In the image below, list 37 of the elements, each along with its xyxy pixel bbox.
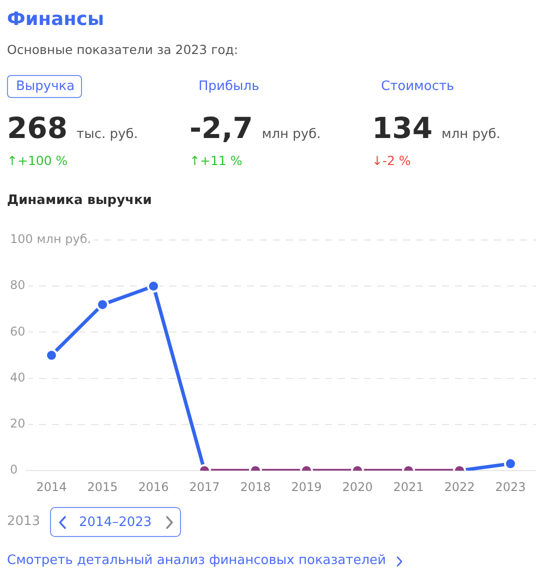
y-tick-label: 0 — [10, 462, 18, 477]
text: Смотреть детальный анализ финансовых показателей — [7, 552, 386, 570]
x-tick-label: 2022 — [444, 480, 475, 494]
y-tick-label: 100 млн руб. — [10, 232, 92, 246]
text: тыс. руб. — [76, 127, 138, 142]
text: ↑+100 % — [7, 152, 68, 170]
text: -2,7 — [190, 110, 253, 146]
x-tick-label: 2023 — [495, 480, 526, 494]
x-tick-label: 2016 — [138, 480, 169, 494]
text: Финансы — [7, 8, 104, 32]
x-tick-label: 2014 — [36, 480, 67, 494]
point — [96, 298, 109, 312]
text: Прибыль — [198, 78, 260, 96]
text: 134 — [372, 110, 433, 146]
y-tick-label: 40 — [10, 370, 26, 384]
x-tick-label: 2018 — [240, 480, 271, 494]
text: Выручка — [16, 78, 75, 96]
y-tick-label: 60 — [10, 324, 26, 338]
text: ↑+11 % — [190, 152, 242, 170]
y-tick-label: 80 — [10, 278, 26, 292]
text: млн руб. — [442, 127, 500, 142]
chart-title: Динамика выручки — [7, 192, 152, 210]
point — [147, 280, 160, 293]
text: Стоимость — [381, 78, 454, 96]
text: млн руб. — [262, 127, 321, 142]
x-tick-label: 2017 — [189, 480, 220, 494]
text: 2013 — [7, 513, 40, 531]
text: 268 — [7, 110, 68, 146]
text: Основные показатели за 2023 год: — [7, 41, 238, 59]
x-tick-label: 2020 — [342, 480, 373, 494]
y-tick-label: 20 — [10, 416, 26, 431]
x-tick-label: 2015 — [87, 480, 118, 494]
text: 2014–2023 — [79, 514, 152, 530]
x-tick-label: 2019 — [291, 480, 322, 494]
point — [45, 348, 58, 362]
text: ↓-2 % — [372, 152, 411, 170]
x-tick-label: 2021 — [393, 480, 424, 494]
